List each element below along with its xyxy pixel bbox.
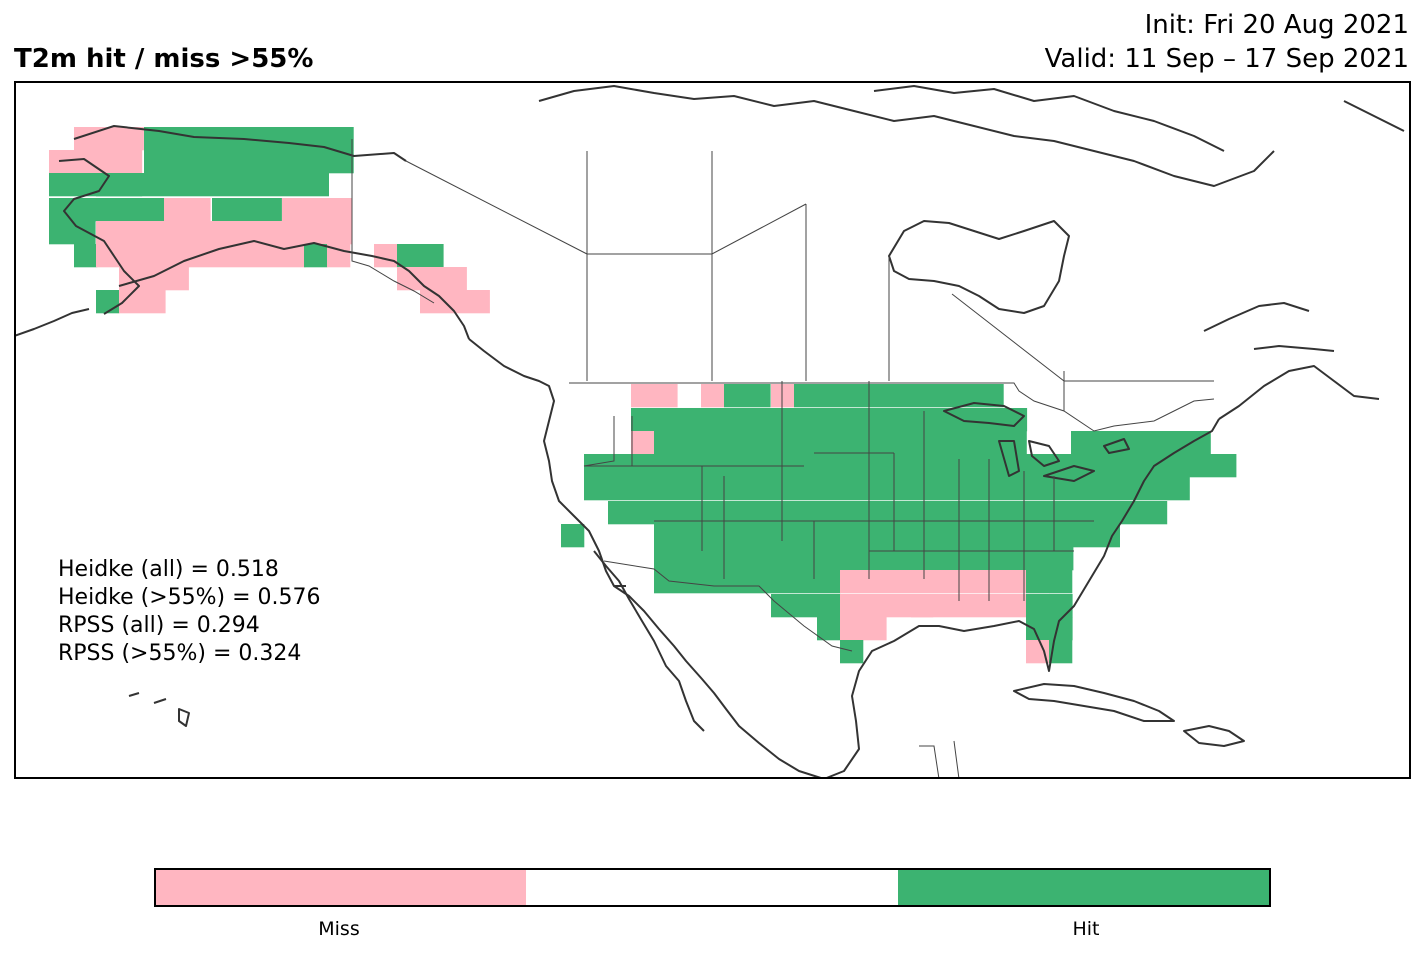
- miss-cell: [420, 290, 490, 314]
- miss-cell: [119, 290, 166, 314]
- hit-cell: [1026, 617, 1073, 641]
- hit-cell: [794, 384, 1004, 408]
- map-title: T2m hit / miss >55%: [14, 44, 314, 74]
- hudson-bay-coastline: [888, 220, 1070, 314]
- miss-cell: [119, 267, 189, 291]
- canada-provinces: [405, 151, 1214, 411]
- miss-cell: [840, 617, 887, 641]
- hit-cell: [1049, 570, 1073, 594]
- miss-cell: [397, 267, 467, 291]
- us-canada-border: [569, 382, 1215, 432]
- hit-cell: [144, 150, 354, 174]
- atlantic-canada-coastline: [1203, 302, 1380, 420]
- rpss-55-score: RPSS (>55%) = 0.324: [58, 641, 302, 666]
- miss-cell: [840, 594, 934, 618]
- hit-cell: [49, 221, 96, 245]
- miss-cell: [96, 221, 353, 245]
- great-lakes: [943, 402, 1130, 482]
- hit-cell: [724, 384, 771, 408]
- us-states: [583, 381, 1094, 601]
- miss-cell: [282, 198, 352, 222]
- hawaii-coastline: [128, 692, 190, 727]
- hit-cell: [654, 570, 841, 594]
- colorbar-neutral-segment: [526, 869, 898, 906]
- hit-cell: [1026, 570, 1050, 594]
- colorbar-hit-label: Hit: [1072, 918, 1100, 940]
- colorbar: [154, 868, 1271, 907]
- miss-cell: [631, 384, 678, 408]
- hit-cell: [1049, 640, 1073, 664]
- hit-cell: [1026, 594, 1073, 618]
- hit-cell: [817, 617, 841, 641]
- miss-cell: [74, 127, 144, 151]
- colorbar-miss-segment: [155, 869, 526, 906]
- miss-cell: [1026, 640, 1050, 664]
- hit-cell: [584, 477, 1190, 501]
- miss-cell: [701, 384, 725, 408]
- hit-cell: [74, 244, 98, 268]
- hit-cell: [654, 524, 1120, 548]
- hit-cell: [771, 594, 841, 618]
- gulf-coastline: [823, 418, 1220, 779]
- alaska-coastline: [14, 125, 470, 340]
- hit-cell: [561, 524, 585, 548]
- hit-cell: [212, 198, 282, 222]
- colorbar-miss-label: Miss: [318, 918, 360, 940]
- hit-cell: [631, 408, 1028, 432]
- init-date: Init: Fri 20 Aug 2021: [1144, 10, 1409, 40]
- hit-miss-grid: [49, 127, 1237, 664]
- hit-cell: [654, 431, 1027, 455]
- rpss-all-score: RPSS (all) = 0.294: [58, 613, 260, 638]
- forecast-map: [14, 81, 1411, 779]
- miss-cell: [840, 570, 1027, 594]
- hit-cell: [49, 198, 166, 222]
- valid-period: Valid: 11 Sep – 17 Sep 2021: [1044, 44, 1409, 74]
- hit-cell: [584, 454, 1237, 478]
- coastlines-and-borders: [14, 85, 1405, 779]
- arctic-coastline: [538, 85, 1405, 187]
- hit-cell: [304, 244, 328, 268]
- colorbar-frame: [154, 868, 1271, 907]
- miss-cell: [374, 244, 398, 268]
- alaska-canada-border: [351, 139, 435, 304]
- miss-cell: [327, 244, 351, 268]
- hispaniola-coastline: [1183, 725, 1245, 747]
- hit-cell: [840, 640, 864, 664]
- miss-cell: [631, 431, 655, 455]
- miss-cell: [164, 198, 211, 222]
- miss-cell: [49, 150, 143, 174]
- miss-cell: [911, 594, 1028, 618]
- hit-cell: [397, 244, 444, 268]
- hit-cell: [654, 547, 1074, 571]
- cuba-coastline: [1013, 683, 1175, 722]
- mexico-south-border: [919, 740, 960, 779]
- political-borders: [351, 139, 1215, 779]
- map-frame: [14, 81, 1411, 779]
- baja-coastline: [593, 550, 705, 732]
- heidke-55-score: Heidke (>55%) = 0.576: [58, 585, 321, 610]
- miss-cell: [771, 384, 795, 408]
- hit-cell: [608, 501, 1168, 525]
- hit-cell: [96, 173, 329, 197]
- colorbar-hit-segment: [898, 869, 1270, 906]
- heidke-all-score: Heidke (all) = 0.518: [58, 557, 279, 582]
- us-mexico-border: [603, 560, 853, 652]
- skill-scores: Heidke (all) = 0.518 Heidke (>55%) = 0.5…: [58, 556, 321, 668]
- hit-cell: [96, 290, 120, 314]
